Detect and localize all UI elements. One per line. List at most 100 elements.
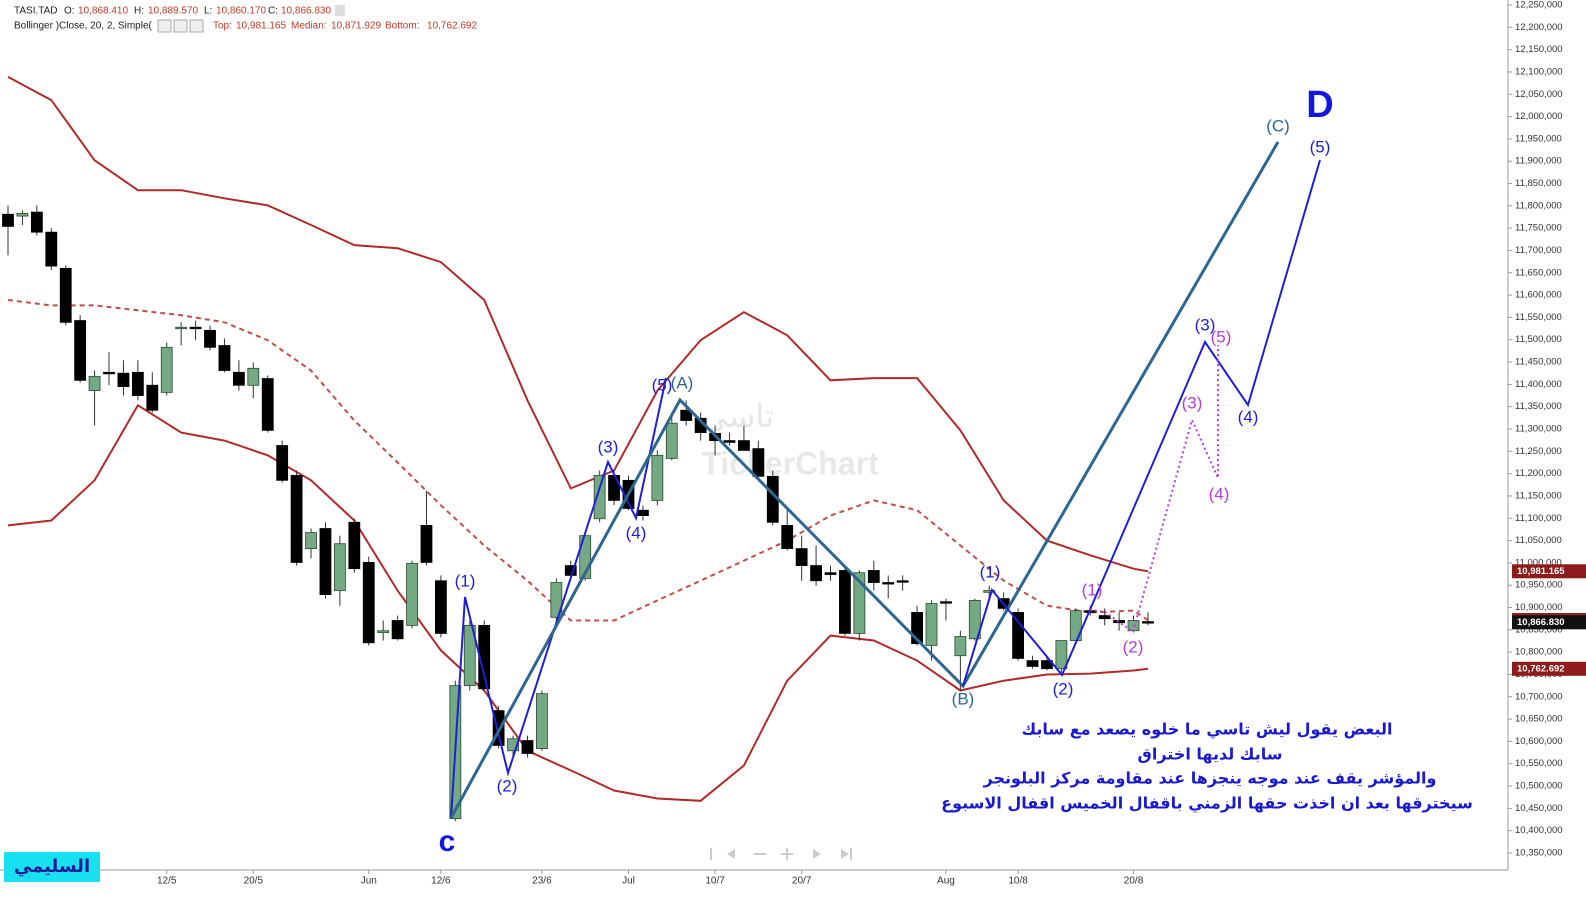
bollinger-band bbox=[7, 299, 1149, 622]
y-tick-label: 11,350,000 bbox=[1515, 401, 1562, 412]
candle-body bbox=[377, 630, 390, 633]
candle-body bbox=[420, 525, 433, 563]
value: 10,866.830 bbox=[281, 6, 331, 17]
author-box bbox=[4, 852, 100, 882]
menu-icon[interactable] bbox=[335, 5, 345, 16]
label: Median: bbox=[291, 21, 327, 32]
candle-body bbox=[896, 580, 909, 583]
x-tick-label: 12/5 bbox=[157, 876, 177, 887]
candle-body bbox=[507, 738, 519, 752]
candle-body bbox=[954, 636, 967, 657]
icon[interactable] bbox=[189, 19, 204, 33]
y-tick-label: 11,050,000 bbox=[1515, 535, 1562, 546]
candle-body bbox=[1098, 615, 1111, 620]
y-tick-label: 11,950,000 bbox=[1515, 133, 1562, 144]
wave-label: (3) bbox=[1195, 315, 1216, 334]
value: 10,981.165 bbox=[236, 21, 286, 32]
price-tag bbox=[1512, 661, 1586, 676]
toolbar-icon[interactable] bbox=[710, 848, 712, 860]
note: سابك لديها اختراق bbox=[1138, 745, 1283, 764]
y-tick-label: 11,250,000 bbox=[1515, 446, 1562, 457]
y-tick-label: 12,200,000 bbox=[1515, 22, 1563, 33]
toolbar-icon[interactable] bbox=[754, 853, 766, 855]
value: 10,762.692 bbox=[427, 21, 477, 32]
wave-label: c bbox=[439, 825, 456, 858]
bollinger-band bbox=[7, 403, 1149, 802]
toolbar-icon[interactable] bbox=[841, 848, 852, 860]
candle-body bbox=[290, 475, 303, 563]
y-tick-label: 10,850,000 bbox=[1515, 624, 1563, 635]
label: H: bbox=[134, 6, 144, 17]
note: سيخترقها بعد ان اخذت حقها الزمني باقفال … bbox=[941, 794, 1473, 814]
wave-line bbox=[962, 159, 1321, 687]
x-tick-label: 10/8 bbox=[1008, 876, 1028, 887]
candle-body bbox=[305, 532, 317, 550]
y-tick-label: 12,000,000 bbox=[1515, 111, 1563, 122]
candle-body bbox=[536, 693, 548, 749]
wave-label: D bbox=[1306, 84, 1333, 126]
candle-body bbox=[983, 590, 996, 593]
toolbar-icon[interactable] bbox=[781, 848, 793, 860]
y-tick-label: 12,250,000 bbox=[1515, 0, 1563, 11]
candle-body bbox=[651, 454, 664, 501]
candle-body bbox=[74, 320, 87, 381]
wave-label: (B) bbox=[952, 689, 975, 708]
candle-body bbox=[232, 371, 245, 386]
value: 10,868.410 bbox=[78, 6, 128, 17]
wave-label: (5) bbox=[1211, 327, 1232, 346]
x-tick-label: 10/7 bbox=[705, 876, 725, 887]
wave-lines bbox=[449, 141, 1321, 819]
y-tick-label: 10,600,000 bbox=[1515, 736, 1563, 747]
wave-label: (C) bbox=[1266, 116, 1290, 135]
y-tick-label: 11,000,000 bbox=[1515, 557, 1562, 568]
candle-body bbox=[204, 329, 216, 348]
y-tick-label: 10,700,000 bbox=[1515, 691, 1563, 702]
label: Bottom: bbox=[385, 21, 419, 32]
value: 10,860.170 bbox=[216, 6, 266, 17]
wave-label: (4) bbox=[626, 523, 647, 542]
y-tick-label: 11,850,000 bbox=[1515, 178, 1562, 189]
price-tag-label: 10,981.165 bbox=[1517, 566, 1565, 577]
x-tick-label: 20/7 bbox=[792, 876, 812, 887]
candle-body bbox=[463, 624, 476, 687]
wave-label: (4) bbox=[1209, 484, 1230, 503]
wave-label: (4) bbox=[1238, 407, 1259, 426]
x-tick-label: 23/6 bbox=[532, 876, 552, 887]
icon[interactable] bbox=[157, 19, 172, 33]
toolbar-icon[interactable] bbox=[727, 849, 735, 859]
wave-label: (A) bbox=[671, 373, 694, 392]
candle-body bbox=[348, 521, 361, 570]
candle-body bbox=[146, 384, 159, 411]
watermark: تاسي bbox=[702, 397, 774, 435]
wave-label: (2) bbox=[1053, 679, 1074, 698]
label: O: bbox=[64, 6, 75, 17]
candle-body bbox=[406, 562, 418, 626]
candle-body bbox=[1055, 640, 1068, 670]
value: 10,871.929 bbox=[331, 21, 381, 32]
y-tick-label: 10,550,000 bbox=[1515, 758, 1563, 769]
wave-label: (1) bbox=[1082, 580, 1103, 599]
y-tick-label: 11,450,000 bbox=[1515, 357, 1562, 368]
candle-body bbox=[593, 475, 606, 520]
candle-body bbox=[1142, 621, 1154, 624]
candle-body bbox=[175, 326, 188, 330]
candle-body bbox=[637, 509, 649, 516]
y-tick-label: 12,050,000 bbox=[1515, 89, 1563, 100]
y-tick-label: 10,400,000 bbox=[1515, 825, 1563, 836]
candle-body bbox=[117, 372, 130, 387]
icon[interactable] bbox=[173, 19, 188, 33]
wave-line bbox=[1089, 345, 1219, 634]
y-tick-label: 11,700,000 bbox=[1515, 245, 1562, 256]
candle-body bbox=[45, 231, 58, 267]
candle-body bbox=[1113, 620, 1126, 624]
candle-body bbox=[738, 440, 750, 451]
x-tick-label: Jun bbox=[361, 876, 377, 887]
toolbar-icon[interactable] bbox=[813, 849, 821, 859]
indicator: Bollinger )Close, 20, 2, Simple( bbox=[14, 21, 153, 32]
y-tick-label: 11,600,000 bbox=[1515, 290, 1562, 301]
label: L: bbox=[204, 6, 212, 17]
candle-body bbox=[665, 422, 678, 459]
candle-body bbox=[131, 371, 144, 396]
y-tick-label: 11,100,000 bbox=[1515, 513, 1562, 524]
